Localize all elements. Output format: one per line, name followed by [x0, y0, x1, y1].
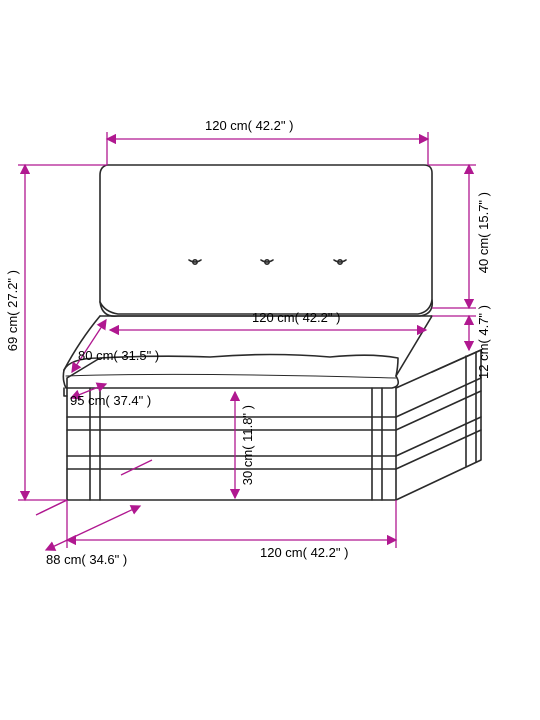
label-bottom-width: 120 cm( 42.2" )	[260, 545, 348, 560]
label-seat-width: 120 cm( 42.2" )	[252, 310, 340, 325]
label-base-height: 30 cm( 11.8" )	[240, 405, 255, 485]
label-outer-depth: 88 cm( 34.6" )	[46, 552, 127, 567]
label-inner-depth: 95 cm( 37.4" )	[70, 393, 151, 408]
label-back-height: 40 cm( 15.7" )	[476, 192, 491, 273]
label-overall-height: 69 cm( 27.2" )	[5, 270, 20, 351]
label-seat-depth: 80 cm( 31.5" )	[78, 348, 159, 363]
label-top-width: 120 cm( 42.2" )	[205, 118, 293, 133]
label-seat-thick: 12 cm( 4.7" )	[476, 305, 491, 379]
